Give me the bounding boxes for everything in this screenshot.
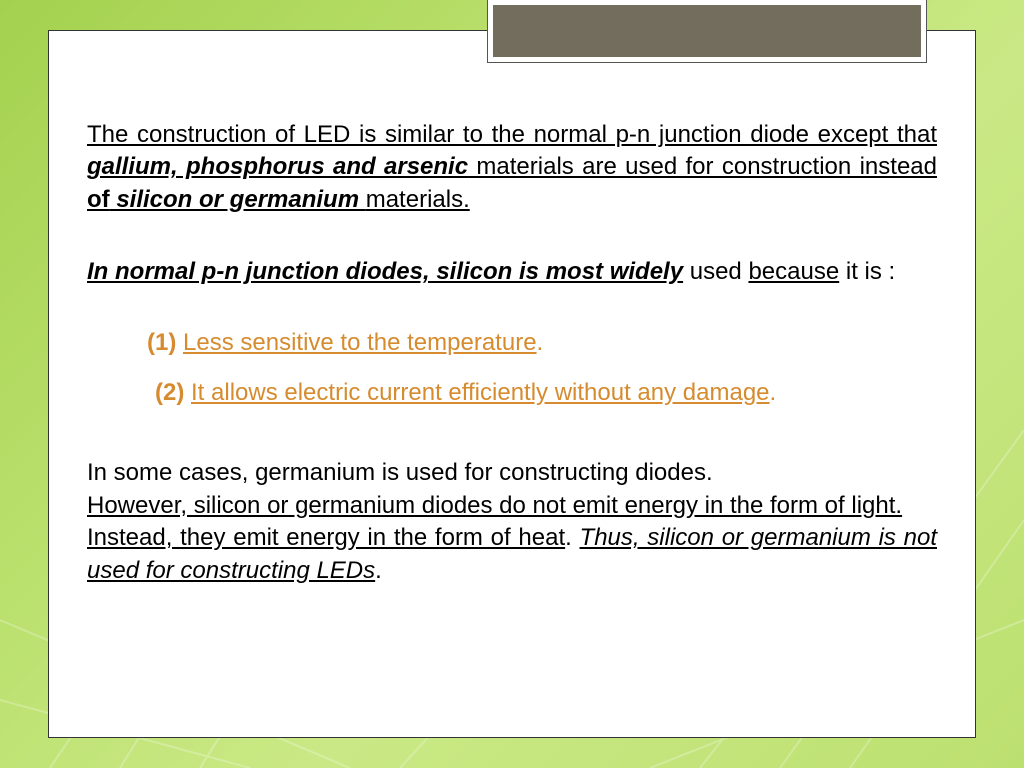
item1-dot: . — [537, 329, 544, 356]
item1-num: (1) — [147, 329, 176, 356]
item2-dot: . — [770, 379, 777, 406]
p1-t4: of — [87, 186, 110, 213]
list-item-1: (1) Less sensitive to the temperature. — [147, 327, 937, 359]
paragraph-5: In some cases, germanium is used for con… — [87, 457, 937, 587]
p5-t4: . — [565, 524, 579, 551]
p1-t1: The construction of LED is similar to th… — [87, 121, 937, 148]
p2-t3: because — [748, 258, 839, 285]
p1-t2: gallium, phosphorus and arsenic — [87, 153, 468, 180]
list-item-2: (2) It allows electric current efficient… — [155, 377, 937, 409]
item1-text: Less sensitive to the temperature — [183, 329, 537, 356]
p5-t3: Instead, they emit energy in the form of… — [87, 524, 565, 551]
p1-t6: materials. — [366, 186, 470, 213]
p2-t1: In normal p-n junction diodes, silicon i… — [87, 258, 683, 285]
p1-t3: materials are used for construction inst… — [468, 153, 937, 180]
accent-tab — [488, 0, 926, 62]
p2-t4: it is : — [839, 258, 895, 285]
item2-num: (2) — [155, 379, 184, 406]
paragraph-1: The construction of LED is similar to th… — [87, 119, 937, 216]
slide-text: The construction of LED is similar to th… — [49, 31, 975, 617]
paragraph-2: In normal p-n junction diodes, silicon i… — [87, 256, 937, 288]
p2-t2: used — [683, 258, 748, 285]
content-panel: The construction of LED is similar to th… — [48, 30, 976, 738]
p5-t6: . — [375, 557, 382, 584]
p5-t2: However, silicon or germanium diodes do … — [87, 492, 902, 519]
p5-t1: In some cases, germanium is used for con… — [87, 459, 713, 486]
p1-t5: silicon or germanium — [110, 186, 366, 213]
item2-text: It allows electric current efficiently w… — [191, 379, 770, 406]
